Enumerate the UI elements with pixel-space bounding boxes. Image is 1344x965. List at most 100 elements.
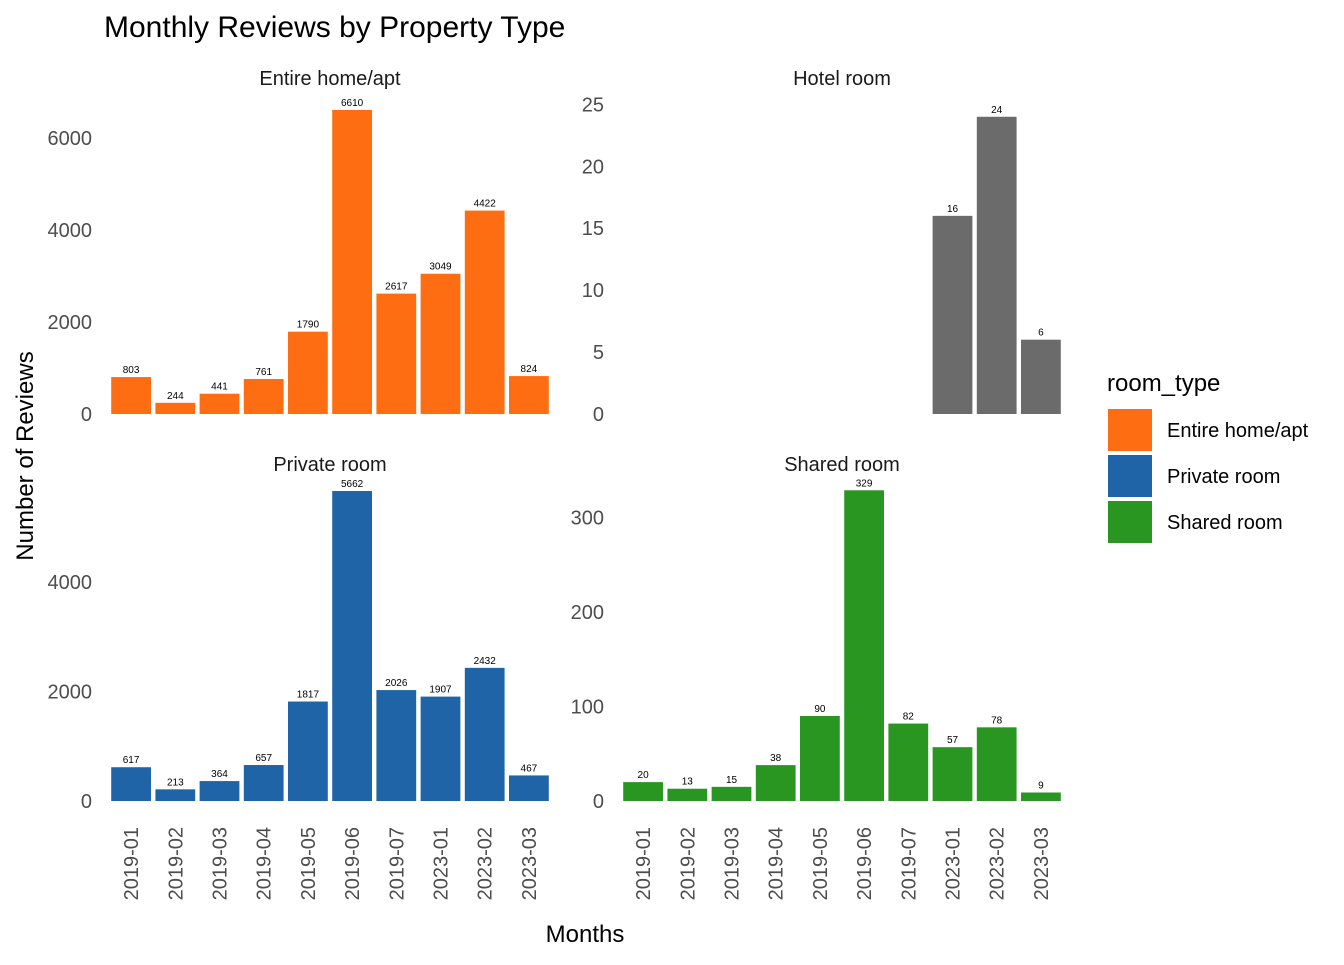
bar-hotel-room-2023-03 (1021, 339, 1061, 414)
y-tick-label: 0 (81, 791, 92, 813)
bar-shared-room-2019-05 (800, 716, 840, 801)
data-label: 1790 (297, 320, 320, 331)
data-label: 441 (211, 382, 228, 393)
x-tick-label: 2019-03 (210, 827, 232, 900)
legend-label: Private room (1167, 466, 1280, 488)
legend-label: Shared room (1167, 512, 1283, 534)
bar-entire-home-apt-2019-03 (199, 393, 240, 414)
bar-shared-room-2019-02 (667, 788, 708, 801)
bar-shared-room-2023-01 (932, 747, 973, 801)
x-tick-label: 2019-03 (722, 827, 744, 900)
y-tick-label: 0 (81, 404, 92, 426)
y-tick-label: 15 (582, 218, 604, 240)
data-label: 6 (1038, 328, 1044, 339)
x-tick-label: 2019-06 (854, 827, 876, 900)
y-axis-title: Number of Reviews (12, 351, 39, 560)
x-tick-label: 2019-05 (298, 827, 320, 900)
legend-label: Entire home/apt (1167, 420, 1309, 442)
bar-entire-home-apt-2019-07 (376, 293, 417, 414)
legend: room_type Entire home/apt Private room Sha… (1107, 370, 1309, 543)
bar-shared-room-2019-04 (755, 765, 796, 801)
y-tick-label: 6000 (48, 128, 93, 150)
data-label: 9 (1038, 781, 1044, 792)
x-tick-label: 2023-01 (431, 827, 453, 900)
y-tick-label: 2000 (48, 682, 93, 704)
data-label: 90 (814, 704, 826, 715)
data-label: 244 (167, 391, 184, 402)
data-label: 364 (211, 769, 228, 780)
y-tick-label: 4000 (48, 220, 93, 242)
data-label: 2026 (385, 678, 408, 689)
bar-hotel-room-2023-01 (932, 215, 973, 414)
bar-entire-home-apt-2019-02 (155, 402, 196, 414)
data-label: 3049 (429, 262, 452, 273)
x-axis-title: Months (546, 921, 625, 948)
data-label: 213 (167, 777, 184, 788)
x-tick-label: 2019-02 (677, 827, 699, 900)
panel-title-shared-room: Shared room (784, 454, 900, 476)
y-tick-label: 100 (571, 697, 604, 719)
data-label: 16 (947, 204, 959, 215)
y-tick-label: 0 (593, 404, 604, 426)
data-label: 4422 (474, 199, 497, 210)
data-label: 467 (521, 763, 538, 774)
chart-title: Monthly Reviews by Property Type (104, 11, 565, 44)
x-tick-label: 2019-04 (254, 827, 276, 900)
x-tick-label: 2019-05 (810, 827, 832, 900)
bar-private-room-2023-02 (464, 667, 505, 801)
x-tick-label: 2019-07 (386, 827, 408, 900)
y-tick-label: 200 (571, 602, 604, 624)
x-tick-label: 2019-06 (342, 827, 364, 900)
y-tick-label: 2000 (48, 312, 93, 334)
data-label: 5662 (341, 479, 364, 490)
x-tick-label: 2023-03 (519, 827, 541, 900)
x-tick-label: 2019-01 (633, 827, 655, 900)
panel-title-hotel-room: Hotel room (793, 68, 891, 90)
data-label: 57 (947, 735, 959, 746)
bar-shared-room-2023-02 (976, 727, 1017, 801)
legend-swatch (1108, 501, 1152, 543)
data-label: 803 (123, 365, 140, 376)
bar-entire-home-apt-2019-04 (243, 378, 284, 414)
data-label: 20 (638, 770, 650, 781)
y-tick-label: 10 (582, 280, 604, 302)
bar-private-room-2019-06 (332, 491, 372, 801)
bar-entire-home-apt-2023-02 (464, 210, 505, 414)
bar-private-room-2019-07 (376, 690, 417, 801)
bar-private-room-2023-01 (420, 696, 461, 801)
bar-private-room-2023-03 (509, 775, 549, 801)
x-tick-label: 2023-01 (943, 827, 965, 900)
y-tick-label: 300 (571, 508, 604, 530)
y-tick-label: 5 (593, 342, 604, 364)
data-label: 82 (903, 712, 915, 723)
panel-title-private-room: Private room (273, 454, 386, 476)
panel-1: Hotel room 0 5 10 15 20 25 16 24 6 (582, 68, 1061, 426)
data-label: 2617 (385, 282, 408, 293)
bar-shared-room-2023-03 (1021, 792, 1061, 801)
x-tick-label: 2019-02 (165, 827, 187, 900)
data-label: 78 (991, 715, 1003, 726)
bar-hotel-room-2023-02 (976, 116, 1017, 415)
data-label: 1817 (297, 690, 320, 701)
data-label: 329 (856, 478, 873, 489)
x-tick-label: 2019-04 (766, 827, 788, 900)
bar-private-room-2019-04 (243, 765, 284, 801)
data-label: 617 (123, 755, 140, 766)
panel-0: Entire home/apt 0 2000 4000 6000 803 244 441 761… (48, 68, 549, 426)
bar-private-room-2019-02 (155, 789, 196, 801)
legend-title: room_type (1107, 370, 1220, 397)
x-tick-label: 2019-01 (121, 827, 143, 900)
bar-shared-room-2019-07 (888, 723, 929, 801)
legend-swatch (1108, 455, 1152, 497)
data-label: 38 (770, 753, 782, 764)
bar-entire-home-apt-2019-01 (111, 377, 151, 414)
y-tick-label: 20 (582, 156, 604, 178)
data-label: 24 (991, 105, 1003, 116)
data-label: 657 (255, 753, 272, 764)
panels-layer: Entire home/apt0200040006000803244441761… (48, 68, 1061, 900)
data-label: 15 (726, 775, 738, 786)
bar-shared-room-2019-03 (711, 786, 752, 801)
data-label: 1907 (429, 685, 452, 696)
